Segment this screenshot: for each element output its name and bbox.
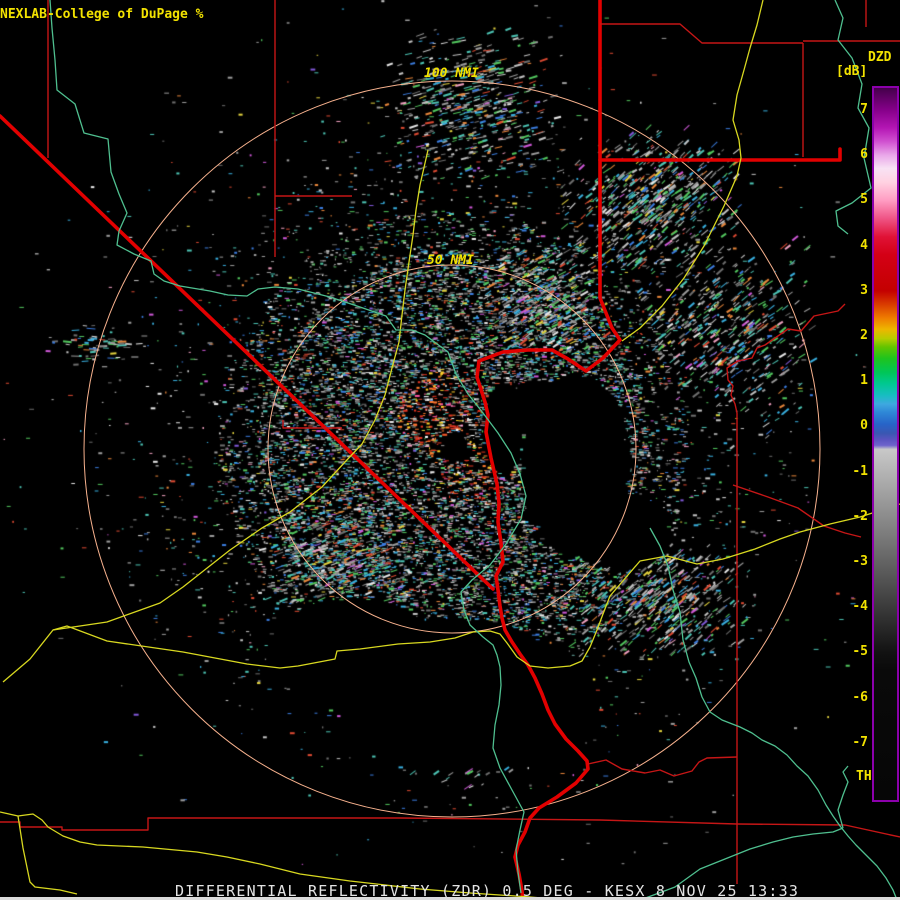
range-ring-50nmi <box>267 264 637 634</box>
colorbar-tick: 7 <box>860 102 868 117</box>
site-title: NEXLAB-College of DuPage <box>0 7 188 22</box>
state-border-diagonal <box>0 114 495 591</box>
rivers <box>49 0 898 900</box>
colorbar-tick: 5 <box>860 192 868 207</box>
colorbar-tick: -7 <box>852 735 868 750</box>
colorbar-tick: -4 <box>852 599 868 614</box>
colorbar-tick: -3 <box>852 554 868 569</box>
colorbar <box>872 86 899 802</box>
bottom-edge-line <box>0 897 900 900</box>
river-thick-border <box>475 326 622 900</box>
colorbar-units: [dB] <box>836 64 868 79</box>
range-rings <box>83 80 821 818</box>
colorbar-gradient <box>874 88 897 800</box>
range-label-100nmi: 100 NMI <box>424 66 479 81</box>
colorbar-title: DZD <box>868 50 892 65</box>
state-border-horizontal <box>598 147 842 162</box>
range-label-50nmi: 50 NMI <box>427 253 474 268</box>
colorbar-tick: 1 <box>860 373 868 388</box>
colorbar-tick: -1 <box>852 464 868 479</box>
range-ring-100nmi <box>83 80 821 818</box>
state-border-vertical <box>598 0 614 330</box>
colorbar-tick: 2 <box>860 328 868 343</box>
site-header: NEXLAB-College of DuPage % <box>0 7 882 22</box>
header-glyph: % <box>195 7 204 22</box>
colorbar-tick: -6 <box>852 690 868 705</box>
state-borders <box>0 0 842 900</box>
colorbar-tick: 3 <box>860 283 868 298</box>
colorbar-tick: 0 <box>860 418 868 433</box>
colorbar-tick: 6 <box>860 147 868 162</box>
product-title: DIFFERENTIAL REFLECTIVITY (ZDR) 0.5 DEG … <box>175 882 800 900</box>
colorbar-tick: 4 <box>860 238 868 253</box>
colorbar-tick: -5 <box>852 644 868 659</box>
colorbar-tick: -2 <box>852 509 868 524</box>
colorbar-threshold-label: TH <box>856 769 872 784</box>
